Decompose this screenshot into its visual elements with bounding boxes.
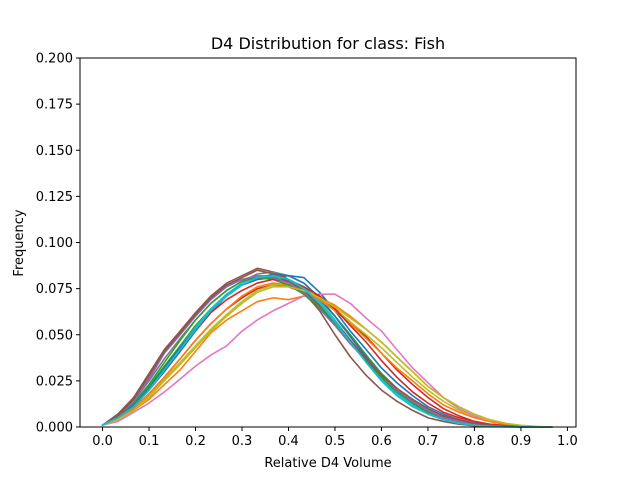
x-tick-label: 0.6 xyxy=(371,434,392,449)
series-line-18 xyxy=(101,274,553,428)
y-tick-label: 0.050 xyxy=(36,328,73,343)
x-axis-label: Relative D4 Volume xyxy=(264,456,391,471)
plot-area: 0.0 0.1 0.2 0.3 0.4 0.5 0.6 0.7 0.8 0.9 1.0 0.0000… xyxy=(36,52,578,450)
series-line-7 xyxy=(101,293,553,428)
y-tick-label: 0.100 xyxy=(36,236,73,251)
y-axis-label: Frequency xyxy=(12,209,27,276)
y-tick-label: 0.000 xyxy=(36,421,73,436)
series-layer xyxy=(101,267,553,428)
x-tick-label: 0.1 xyxy=(139,434,160,449)
x-tick-label: 1.0 xyxy=(557,434,578,449)
x-tick-label: 0.0 xyxy=(92,434,113,449)
x-tick-label: 0.9 xyxy=(511,434,532,449)
x-axis: 0.0 0.1 0.2 0.3 0.4 0.5 0.6 0.7 0.8 0.9 1.0 xyxy=(92,427,578,449)
series-line-17 xyxy=(101,285,553,428)
y-tick-label: 0.025 xyxy=(36,374,73,389)
x-tick-label: 0.7 xyxy=(418,434,439,449)
y-tick-label: 0.075 xyxy=(36,282,73,297)
y-axis: 0.000 0.025 0.050 0.075 0.100 0.125 0.150 0.175… xyxy=(36,52,80,436)
chart-title: D4 Distribution for class: Fish xyxy=(211,34,445,53)
y-tick-label: 0.150 xyxy=(36,144,73,159)
y-tick-label: 0.175 xyxy=(36,98,73,113)
x-tick-label: 0.8 xyxy=(464,434,485,449)
series-line-12 xyxy=(101,282,553,428)
x-tick-label: 0.2 xyxy=(185,434,206,449)
x-tick-label: 0.5 xyxy=(325,434,346,449)
x-tick-label: 0.4 xyxy=(278,434,299,449)
y-tick-label: 0.200 xyxy=(36,52,73,67)
y-tick-label: 0.125 xyxy=(36,190,73,205)
x-tick-label: 0.3 xyxy=(232,434,253,449)
